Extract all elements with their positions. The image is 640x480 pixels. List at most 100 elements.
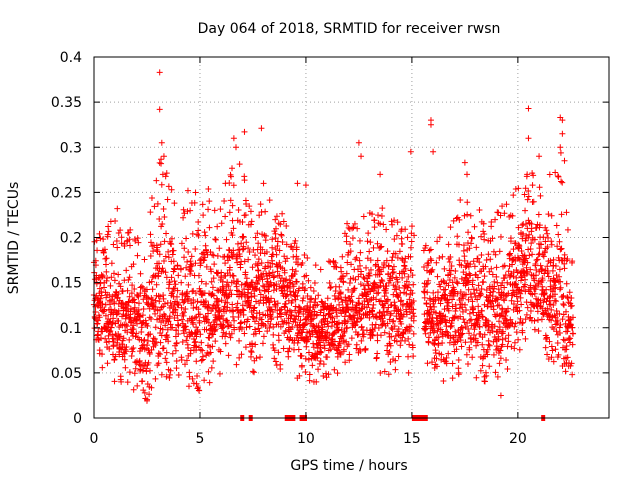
data-point [212, 236, 219, 243]
data-point [126, 369, 133, 376]
data-point [215, 298, 222, 305]
data-point [408, 238, 415, 245]
data-point [458, 343, 465, 350]
data-point [99, 328, 106, 335]
data-point [529, 251, 536, 258]
data-point [426, 247, 433, 254]
data-point [140, 285, 147, 292]
data-point [256, 275, 263, 282]
data-point [481, 230, 488, 237]
data-point [305, 356, 312, 363]
data-point [510, 192, 517, 199]
data-point [534, 317, 541, 324]
data-point [241, 330, 248, 337]
data-point [124, 303, 131, 310]
data-point [375, 289, 382, 296]
data-point [213, 321, 220, 328]
data-point [302, 369, 309, 376]
x-axis-ticks: 0 5 10 15 20 [90, 57, 527, 447]
data-point [365, 282, 372, 289]
data-point [383, 283, 390, 290]
data-point [153, 177, 160, 184]
data-point [406, 327, 413, 334]
data-point [148, 346, 155, 353]
data-point [396, 316, 403, 323]
y-tick-label: 0.1 [60, 321, 82, 337]
data-point [186, 373, 193, 380]
data-point [499, 336, 506, 343]
data-point [175, 302, 182, 309]
data-point [163, 170, 170, 177]
data-point [124, 323, 131, 330]
data-point [193, 343, 200, 350]
data-point [168, 274, 175, 281]
data-point [264, 328, 271, 335]
data-point [188, 261, 195, 268]
data-point [235, 314, 242, 321]
data-point [161, 213, 168, 220]
data-point [570, 330, 577, 337]
data-point [228, 291, 235, 298]
data-point [173, 365, 180, 372]
data-point [162, 322, 169, 329]
data-point [260, 282, 267, 289]
data-point [293, 253, 300, 260]
data-point [394, 276, 401, 283]
data-point [162, 355, 169, 362]
data-point [433, 259, 440, 266]
data-point [568, 295, 575, 302]
data-point [282, 300, 289, 307]
data-point [336, 301, 343, 308]
data-point [245, 256, 252, 263]
data-point [473, 244, 480, 251]
outlier-point [536, 153, 543, 160]
data-point [229, 307, 236, 314]
data-point [126, 242, 133, 249]
data-point [155, 270, 162, 277]
data-point [318, 307, 325, 314]
data-point [138, 324, 145, 331]
data-point [152, 324, 159, 331]
data-point [169, 350, 176, 357]
data-point [111, 378, 118, 385]
data-point [378, 213, 385, 220]
data-point [116, 351, 123, 358]
data-point [128, 352, 135, 359]
data-point [131, 370, 138, 377]
data-point [408, 223, 415, 230]
data-point [269, 269, 276, 276]
data-point [166, 313, 173, 320]
data-point [231, 317, 238, 324]
data-point [514, 298, 521, 305]
data-point [192, 290, 199, 297]
data-point [370, 301, 377, 308]
data-point [131, 286, 138, 293]
data-point [506, 251, 513, 258]
data-point [195, 384, 202, 391]
data-point [307, 284, 314, 291]
data-point [313, 378, 320, 385]
data-point [280, 321, 287, 328]
data-point [295, 313, 302, 320]
data-point [106, 291, 113, 298]
data-point [187, 258, 194, 265]
data-point [330, 331, 337, 338]
outlier-point [294, 180, 301, 187]
data-point [331, 366, 338, 373]
data-point [185, 249, 192, 256]
data-point [129, 348, 136, 355]
data-point [390, 263, 397, 270]
data-point [430, 322, 437, 329]
data-point [376, 309, 383, 316]
data-point [381, 293, 388, 300]
data-point [161, 300, 168, 307]
data-point [152, 297, 159, 304]
data-point [118, 378, 125, 385]
data-point [214, 223, 221, 230]
data-point [312, 262, 319, 269]
data-point [391, 323, 398, 330]
data-point [338, 268, 345, 275]
data-point [239, 234, 246, 241]
data-point [274, 300, 281, 307]
data-point [445, 241, 452, 248]
